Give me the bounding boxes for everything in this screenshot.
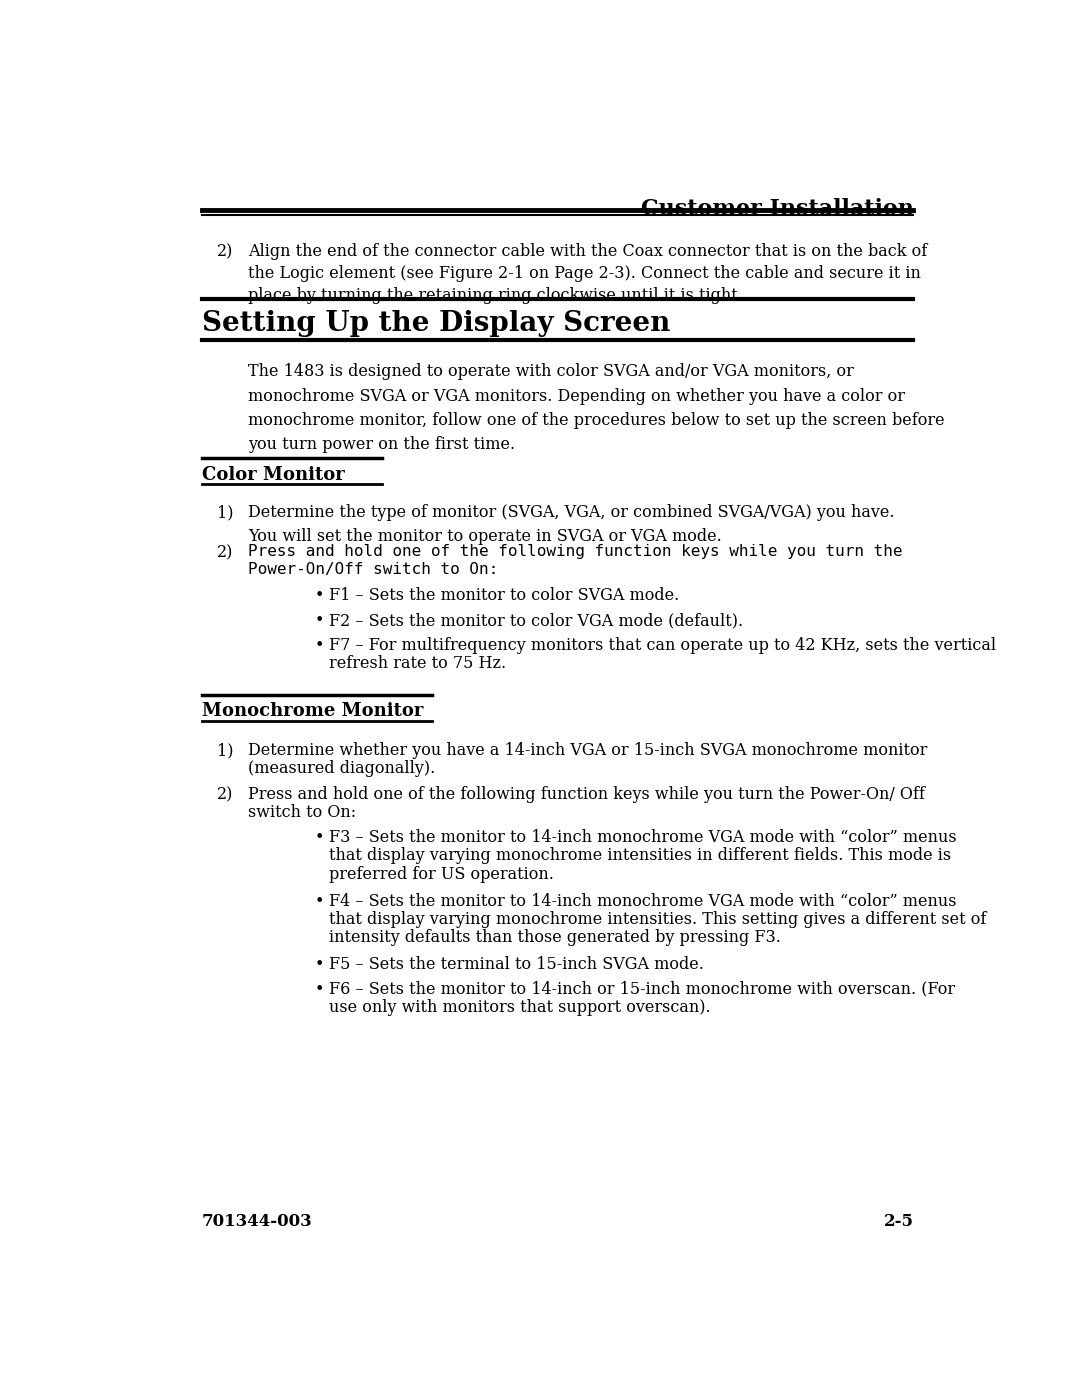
Text: Press and hold one of the following function keys while you turn the: Press and hold one of the following func…: [248, 545, 903, 559]
Text: •: •: [315, 612, 324, 629]
Text: that display varying monochrome intensities. This setting gives a different set : that display varying monochrome intensit…: [329, 911, 986, 928]
Text: F2 – Sets the monitor to color VGA mode (default).: F2 – Sets the monitor to color VGA mode …: [329, 612, 743, 629]
Text: •: •: [315, 981, 324, 997]
Text: that display varying monochrome intensities in different fields. This mode is: that display varying monochrome intensit…: [329, 848, 951, 865]
Text: 2): 2): [217, 243, 233, 260]
Text: •: •: [315, 956, 324, 974]
Text: F6 – Sets the monitor to 14-inch or 15-inch monochrome with overscan. (For: F6 – Sets the monitor to 14-inch or 15-i…: [329, 981, 956, 997]
Text: Press and hold one of the following function keys while you turn the Power-On/ O: Press and hold one of the following func…: [248, 787, 924, 803]
Text: Power-On/Off switch to On:: Power-On/Off switch to On:: [248, 563, 498, 577]
Text: Color Monitor: Color Monitor: [202, 465, 345, 483]
Text: Customer Installation: Customer Installation: [640, 198, 914, 219]
Text: F3 – Sets the monitor to 14-inch monochrome VGA mode with “color” menus: F3 – Sets the monitor to 14-inch monochr…: [329, 830, 957, 847]
Text: 2): 2): [217, 787, 233, 803]
Text: •: •: [315, 637, 324, 654]
Text: Determine the type of monitor (SVGA, VGA, or combined SVGA/VGA) you have.
You wi: Determine the type of monitor (SVGA, VGA…: [248, 504, 894, 545]
Text: switch to On:: switch to On:: [248, 805, 356, 821]
Text: 2-5: 2-5: [883, 1213, 914, 1231]
Text: The 1483 is designed to operate with color SVGA and/or VGA monitors, or
monochro: The 1483 is designed to operate with col…: [248, 363, 945, 453]
Text: Determine whether you have a 14-inch VGA or 15-inch SVGA monochrome monitor: Determine whether you have a 14-inch VGA…: [248, 742, 928, 759]
Text: F4 – Sets the monitor to 14-inch monochrome VGA mode with “color” menus: F4 – Sets the monitor to 14-inch monochr…: [329, 893, 957, 909]
Text: (measured diagonally).: (measured diagonally).: [248, 760, 435, 777]
Text: intensity defaults than those generated by pressing F3.: intensity defaults than those generated …: [329, 929, 781, 946]
Text: preferred for US operation.: preferred for US operation.: [329, 866, 554, 883]
Text: •: •: [315, 587, 324, 604]
Text: Setting Up the Display Screen: Setting Up the Display Screen: [202, 310, 671, 337]
Text: F1 – Sets the monitor to color SVGA mode.: F1 – Sets the monitor to color SVGA mode…: [329, 587, 679, 604]
Text: use only with monitors that support overscan).: use only with monitors that support over…: [329, 999, 711, 1016]
Text: •: •: [315, 893, 324, 909]
Text: F7 – For multifrequency monitors that can operate up to 42 KHz, sets the vertica: F7 – For multifrequency monitors that ca…: [329, 637, 997, 654]
Text: 1): 1): [217, 742, 233, 759]
Text: Monochrome Monitor: Monochrome Monitor: [202, 703, 423, 721]
Text: 1): 1): [217, 504, 233, 521]
Text: F5 – Sets the terminal to 15-inch SVGA mode.: F5 – Sets the terminal to 15-inch SVGA m…: [329, 956, 704, 974]
Text: 2): 2): [217, 545, 233, 562]
Text: 701344-003: 701344-003: [202, 1213, 313, 1231]
Text: •: •: [315, 830, 324, 847]
Text: refresh rate to 75 Hz.: refresh rate to 75 Hz.: [329, 655, 507, 672]
Text: Align the end of the connector cable with the Coax connector that is on the back: Align the end of the connector cable wit…: [248, 243, 928, 305]
